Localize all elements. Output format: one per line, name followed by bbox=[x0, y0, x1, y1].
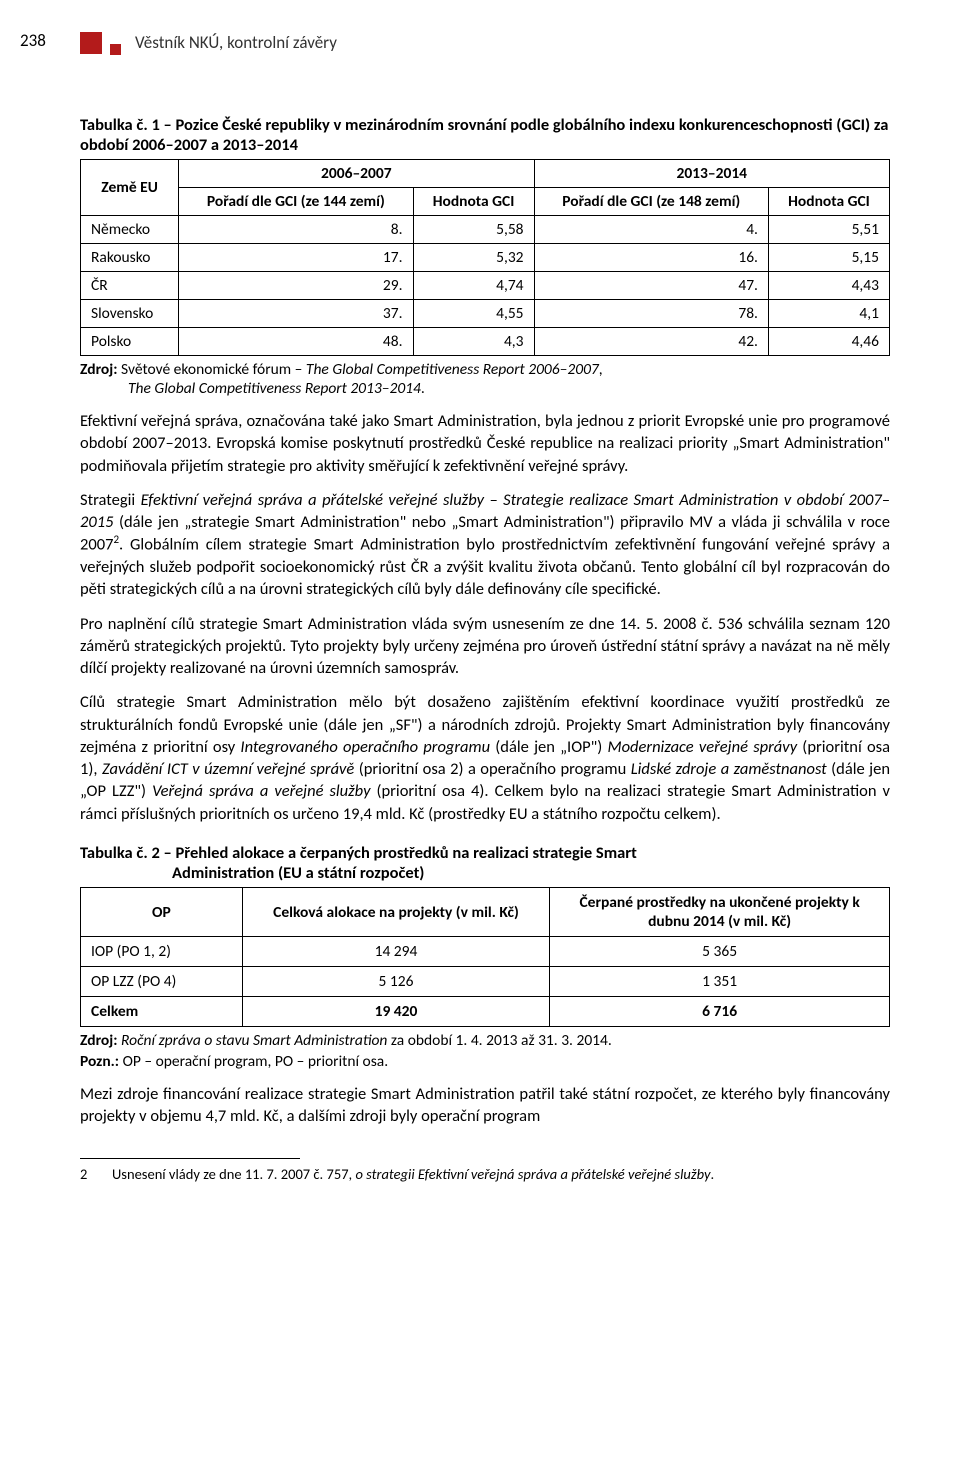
p4-b: (dále jen „IOP") bbox=[490, 737, 607, 757]
fn-b: . bbox=[710, 1165, 714, 1183]
cell-country: ČR bbox=[81, 272, 179, 300]
table-row: Německo8.5,584.5,51 bbox=[81, 216, 890, 244]
cell-rank2: 47. bbox=[534, 272, 768, 300]
page-number: 238 bbox=[20, 30, 46, 51]
fn-em: o strategii Efektivní veřejná správa a p… bbox=[355, 1165, 710, 1183]
cell-val2: 4,43 bbox=[768, 272, 889, 300]
table-row-total: Celkem19 4206 716 bbox=[81, 997, 890, 1027]
table-row: Slovensko37.4,5578.4,1 bbox=[81, 300, 890, 328]
p2-a: Strategii bbox=[80, 490, 141, 510]
t2-note-text: OP – operační program, PO – prioritní os… bbox=[119, 1052, 388, 1071]
t2-src-em: Roční zpráva o stavu Smart Administratio… bbox=[121, 1031, 387, 1050]
table1-col-val1: Hodnota GCI bbox=[413, 188, 534, 216]
table1-period2: 2013–2014 bbox=[534, 160, 889, 188]
t1src-t2: , bbox=[599, 360, 603, 379]
cell-country: Polsko bbox=[81, 328, 179, 356]
cell-rank1: 17. bbox=[179, 244, 413, 272]
table-row: Polsko48.4,342.4,46 bbox=[81, 328, 890, 356]
table2-col-op: OP bbox=[81, 888, 243, 937]
p4-em3: Zavádění ICT v územní veřejné správě bbox=[102, 759, 354, 779]
cell-rank1: 29. bbox=[179, 272, 413, 300]
t1src-em1: The Global Competitiveness Report 2006–2… bbox=[306, 360, 599, 379]
footnote-text: Usnesení vlády ze dne 11. 7. 2007 č. 757… bbox=[112, 1165, 714, 1184]
t1src-t1: Světové ekonomické fórum – bbox=[118, 360, 306, 379]
table1: Země EU 2006–2007 2013–2014 Pořadí dle G… bbox=[80, 159, 890, 356]
header-square-small bbox=[110, 44, 121, 55]
table-row: ČR29.4,7447.4,43 bbox=[81, 272, 890, 300]
fn-a: Usnesení vlády ze dne 11. 7. 2007 č. 757… bbox=[112, 1165, 355, 1183]
cell-rank1: 48. bbox=[179, 328, 413, 356]
table1-col-country: Země EU bbox=[81, 160, 179, 216]
paragraph-2: Strategii Efektivní veřejná správa a přá… bbox=[80, 489, 890, 601]
paragraph-1: Efektivní veřejná správa, označována tak… bbox=[80, 410, 890, 477]
footnote-rule bbox=[80, 1158, 300, 1159]
header-square-large bbox=[80, 32, 102, 54]
p4-d: (prioritní osa 2) a operačního programu bbox=[354, 759, 630, 779]
table2-note: Pozn.: OP – operační program, PO – prior… bbox=[80, 1052, 890, 1071]
cell-op: IOP (PO 1, 2) bbox=[81, 937, 243, 967]
table-row: Rakousko17.5,3216.5,15 bbox=[81, 244, 890, 272]
cell-rank1: 37. bbox=[179, 300, 413, 328]
paragraph-3: Pro naplnění cílů strategie Smart Admini… bbox=[80, 613, 890, 680]
cell-val1: 4,55 bbox=[413, 300, 534, 328]
cell-spent: 5 365 bbox=[550, 937, 890, 967]
cell-op: Celkem bbox=[81, 997, 243, 1027]
table1-col-rank2: Pořadí dle GCI (ze 148 zemí) bbox=[534, 188, 768, 216]
p4-em1: Integrovaného operačního programu bbox=[240, 737, 490, 757]
cell-val1: 5,32 bbox=[413, 244, 534, 272]
p4-em4: Lidské zdroje a zaměstnanost bbox=[631, 759, 827, 779]
table2-col-alloc: Celková alokace na projekty (v mil. Kč) bbox=[242, 888, 549, 937]
cell-alloc: 19 420 bbox=[242, 997, 549, 1027]
table-row: IOP (PO 1, 2)14 2945 365 bbox=[81, 937, 890, 967]
cell-rank2: 42. bbox=[534, 328, 768, 356]
paragraph-4: Cílů strategie Smart Administration mělo… bbox=[80, 691, 890, 825]
cell-country: Rakousko bbox=[81, 244, 179, 272]
t2-note-label: Pozn.: bbox=[80, 1052, 119, 1071]
cell-rank2: 16. bbox=[534, 244, 768, 272]
cell-val1: 4,74 bbox=[413, 272, 534, 300]
t2-src-t2: za období 1. 4. 2013 až 31. 3. 2014. bbox=[387, 1031, 611, 1050]
table2-caption-b: Administration (EU a státní rozpočet) bbox=[80, 863, 890, 883]
table-row: OP LZZ (PO 4)5 1261 351 bbox=[81, 967, 890, 997]
page-header: Věstník NKÚ, kontrolní závěry bbox=[80, 30, 890, 55]
table1-source: Zdroj: Světové ekonomické fórum – The Gl… bbox=[80, 360, 890, 398]
p4-em5: Veřejná správa a veřejné služby bbox=[152, 781, 370, 801]
cell-val2: 4,46 bbox=[768, 328, 889, 356]
table1-col-val2: Hodnota GCI bbox=[768, 188, 889, 216]
table2-col-spent: Čerpané prostředky na ukončené projekty … bbox=[550, 888, 890, 937]
footnote-number: 2 bbox=[80, 1165, 94, 1184]
cell-val1: 5,58 bbox=[413, 216, 534, 244]
cell-country: Německo bbox=[81, 216, 179, 244]
cell-country: Slovensko bbox=[81, 300, 179, 328]
table1-caption: Tabulka č. 1 – Pozice České republiky v … bbox=[80, 115, 890, 155]
cell-rank1: 8. bbox=[179, 216, 413, 244]
table1-source-label: Zdroj: bbox=[80, 360, 118, 379]
table2-source: Zdroj: Roční zpráva o stavu Smart Admini… bbox=[80, 1031, 890, 1050]
cell-alloc: 14 294 bbox=[242, 937, 549, 967]
cell-val2: 5,15 bbox=[768, 244, 889, 272]
cell-val2: 5,51 bbox=[768, 216, 889, 244]
cell-alloc: 5 126 bbox=[242, 967, 549, 997]
cell-rank2: 4. bbox=[534, 216, 768, 244]
cell-val2: 4,1 bbox=[768, 300, 889, 328]
cell-spent: 6 716 bbox=[550, 997, 890, 1027]
table1-period1: 2006–2007 bbox=[179, 160, 534, 188]
footnote-2: 2 Usnesení vlády ze dne 11. 7. 2007 č. 7… bbox=[80, 1165, 890, 1184]
cell-spent: 1 351 bbox=[550, 967, 890, 997]
p2-c: . Globálním cílem strategie Smart Admini… bbox=[80, 535, 890, 600]
cell-val1: 4,3 bbox=[413, 328, 534, 356]
header-title: Věstník NKÚ, kontrolní závěry bbox=[135, 32, 337, 53]
p4-em2: Modernizace veřejné správy bbox=[607, 737, 797, 757]
t1src-em2: The Global Competitiveness Report 2013–2… bbox=[128, 379, 421, 398]
t1src-t3: . bbox=[421, 379, 425, 398]
cell-op: OP LZZ (PO 4) bbox=[81, 967, 243, 997]
paragraph-5: Mezi zdroje financování realizace strate… bbox=[80, 1083, 890, 1128]
cell-rank2: 78. bbox=[534, 300, 768, 328]
table2-caption-a: Tabulka č. 2 – Přehled alokace a čerpaný… bbox=[80, 843, 890, 863]
table1-col-rank1: Pořadí dle GCI (ze 144 zemí) bbox=[179, 188, 413, 216]
table2: OP Celková alokace na projekty (v mil. K… bbox=[80, 887, 890, 1027]
t2-src-label: Zdroj: bbox=[80, 1031, 118, 1050]
